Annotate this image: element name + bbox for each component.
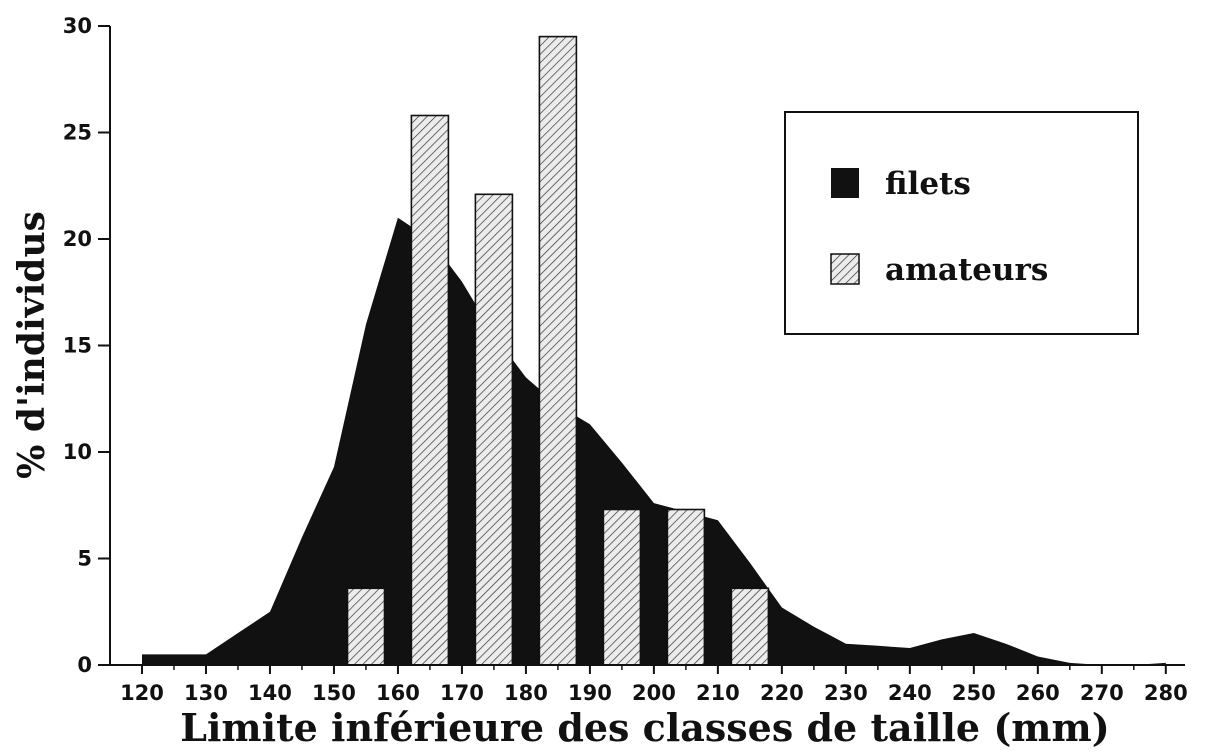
legend-swatch-filets xyxy=(831,168,859,198)
x-tick-label: 170 xyxy=(440,681,484,705)
x-tick-label: 280 xyxy=(1144,681,1188,705)
x-tick-labels: 120 130 140 150 160 170 180 190 200 210 220 230 240 2… xyxy=(120,681,1188,705)
y-tick-label: 5 xyxy=(77,547,92,571)
legend-label-amateurs: amateurs xyxy=(885,252,1048,288)
x-tick-label: 140 xyxy=(248,681,292,705)
x-tick-label: 120 xyxy=(120,681,164,705)
y-tick-label: 15 xyxy=(63,334,92,358)
legend-box xyxy=(784,111,1139,335)
y-axis-title: % d'individus xyxy=(11,211,53,479)
x-tick-label: 240 xyxy=(888,681,932,705)
y-tick-label: 25 xyxy=(63,121,92,145)
x-tick-label: 160 xyxy=(376,681,420,705)
amateurs-bar xyxy=(346,587,386,666)
x-tick-label: 180 xyxy=(504,681,548,705)
x-axis-title: Limite inférieure des classes de taille … xyxy=(180,705,1109,750)
x-tick-label: 150 xyxy=(312,681,356,705)
y-tick-label: 10 xyxy=(63,440,92,464)
amateurs-bars-layer xyxy=(346,35,770,666)
amateurs-bar xyxy=(666,508,706,666)
legend-swatch-amateurs xyxy=(830,253,860,285)
axes xyxy=(98,25,1185,674)
amateurs-bar xyxy=(602,508,642,666)
x-tick-label: 230 xyxy=(824,681,868,705)
x-tick-label: 190 xyxy=(568,681,612,705)
filets-area-layer xyxy=(141,217,1166,665)
amateurs-bar xyxy=(538,35,578,666)
y-tick-label: 20 xyxy=(63,227,92,251)
x-tick-label: 200 xyxy=(632,681,676,705)
x-tick-label: 270 xyxy=(1080,681,1124,705)
amateurs-bar xyxy=(410,114,450,666)
y-tick-labels: 0 5 10 15 20 25 30 xyxy=(63,14,92,677)
y-tick-label: 30 xyxy=(63,14,92,38)
amateurs-bar xyxy=(730,587,770,666)
x-tick-label: 130 xyxy=(184,681,228,705)
amateurs-bar xyxy=(474,193,514,666)
legend: filets amateurs xyxy=(784,111,1139,335)
legend-label-filets: filets xyxy=(885,166,971,202)
y-tick-label: 0 xyxy=(77,653,92,677)
x-tick-label: 260 xyxy=(1016,681,1060,705)
x-tick-label: 250 xyxy=(952,681,996,705)
x-tick-label: 220 xyxy=(760,681,804,705)
x-tick-label: 210 xyxy=(696,681,740,705)
filets-area xyxy=(141,217,1166,665)
